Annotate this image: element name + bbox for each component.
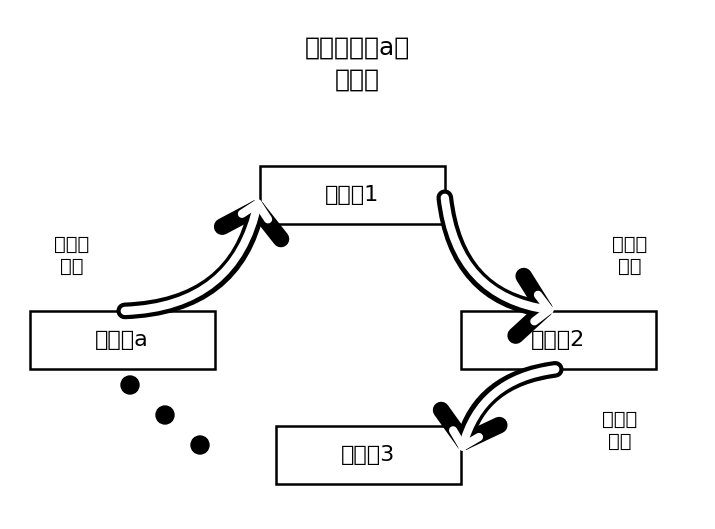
FancyArrowPatch shape [125,208,281,311]
Circle shape [191,436,209,454]
FancyBboxPatch shape [275,426,460,484]
Text: 子蚁群: 子蚁群 [335,68,380,92]
FancyBboxPatch shape [29,311,214,369]
Text: 子蚁群a: 子蚁群a [95,330,149,350]
FancyArrowPatch shape [445,198,549,321]
Text: 将蚁群分为a个: 将蚁群分为a个 [305,36,410,60]
Text: 信息素
传递: 信息素 传递 [54,234,89,276]
Text: 子蚁群2: 子蚁群2 [531,330,585,350]
Circle shape [156,406,174,424]
FancyArrowPatch shape [441,369,556,442]
Text: 信息素
传递: 信息素 传递 [612,234,648,276]
FancyBboxPatch shape [260,166,445,224]
FancyArrowPatch shape [453,369,556,446]
Circle shape [121,376,139,394]
FancyArrowPatch shape [125,204,268,311]
Text: 信息素
传递: 信息素 传递 [602,409,638,451]
FancyArrowPatch shape [445,198,545,335]
Text: 子蚁群3: 子蚁群3 [341,445,395,465]
FancyBboxPatch shape [460,311,656,369]
Text: 子蚁群1: 子蚁群1 [325,185,379,205]
